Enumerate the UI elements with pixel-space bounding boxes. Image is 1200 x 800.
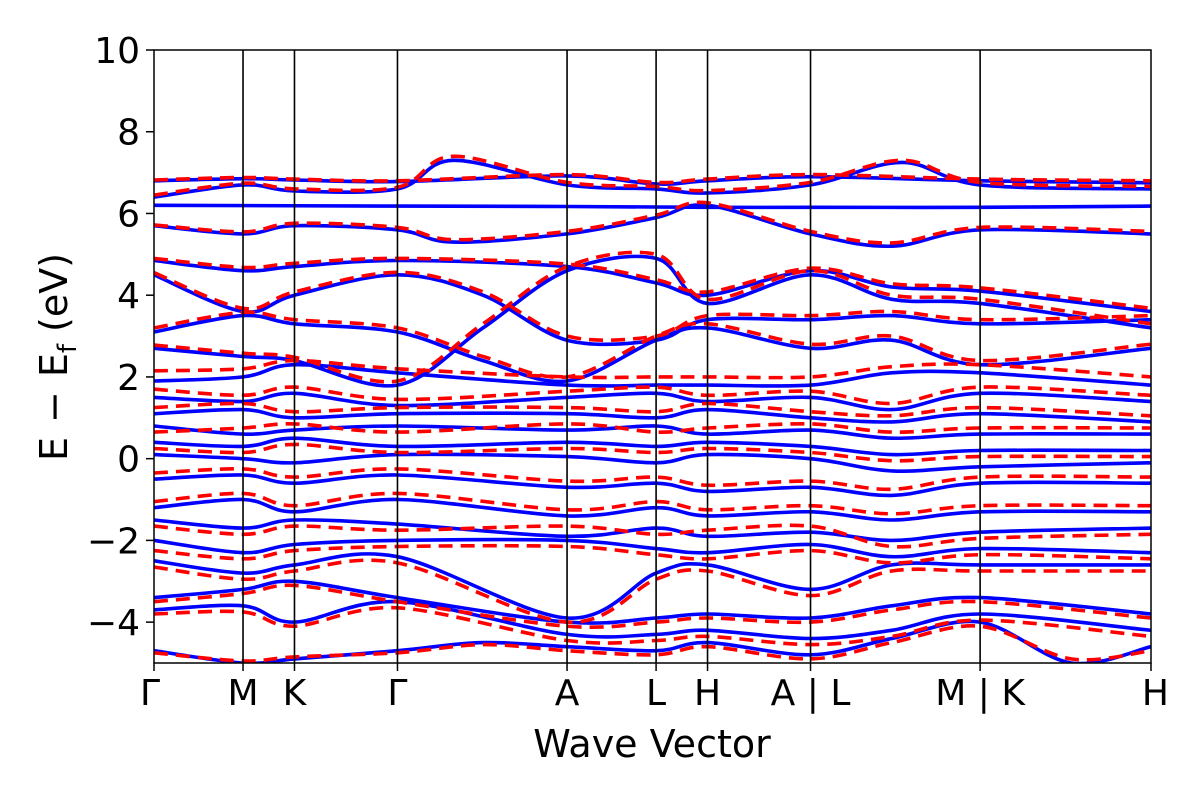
y-axis-label: E − Ef (eV) <box>32 253 83 461</box>
y-tick-label-5: 6 <box>117 194 140 235</box>
x-tick-label-3: Γ <box>387 673 407 714</box>
series-solid <box>154 158 1151 663</box>
y-axis-ticks: −4 −2 0 2 4 6 8 10 <box>87 31 154 644</box>
kpoint-lines <box>242 50 981 663</box>
dashed-band-4 <box>154 270 1151 343</box>
solid-band-10 <box>154 407 1151 424</box>
solid-band-12 <box>154 436 1151 457</box>
dashed-band-16 <box>154 558 1151 624</box>
plot-frame <box>153 49 1152 664</box>
x-tick-label-9: H <box>1142 673 1169 714</box>
y-tick-label-3: 2 <box>117 358 140 399</box>
series-dashed <box>154 154 1151 663</box>
x-tick-label-5: L <box>646 673 666 714</box>
x-tick-label-1: M <box>228 673 259 714</box>
x-tick-label-4: A <box>555 673 580 714</box>
y-tick-label-0: −4 <box>87 603 140 644</box>
solid-band-2 <box>154 203 1151 210</box>
x-tick-label-7: A | L <box>771 673 851 714</box>
y-label-ef-sub: f <box>53 343 83 353</box>
solid-band-8 <box>154 362 1151 388</box>
y-tick-label-1: −2 <box>87 521 140 562</box>
y-label-e: E <box>32 437 76 461</box>
y-label-ef: E <box>32 353 76 377</box>
x-tick-label-0: Γ <box>140 673 160 714</box>
dashed-band-5 <box>154 310 1151 380</box>
dashed-band-19 <box>154 624 1151 663</box>
solid-band-5 <box>154 272 1151 347</box>
y-tick-label-2: 0 <box>117 440 140 481</box>
y-tick-label-6: 8 <box>117 113 140 154</box>
solid-band-21 <box>154 619 1151 663</box>
solid-band-4 <box>154 258 1151 314</box>
x-tick-label-2: K <box>283 673 308 714</box>
solid-band-14 <box>154 473 1151 498</box>
solid-band-17 <box>154 537 1151 559</box>
solid-band-9 <box>154 391 1151 412</box>
solid-band-19 <box>154 579 1151 625</box>
solid-band-16 <box>154 518 1151 543</box>
x-tick-label-8: M | K <box>935 673 1026 714</box>
y-tick-label-7: 10 <box>94 31 140 72</box>
y-tick-label-4: 4 <box>117 276 140 317</box>
x-tick-label-6: H <box>694 673 721 714</box>
y-label-unit: (eV) <box>32 253 76 332</box>
y-label-minus: − <box>32 391 76 423</box>
solid-band-15 <box>154 497 1151 522</box>
solid-band-18 <box>154 552 1151 620</box>
bands-layer <box>154 154 1151 663</box>
dashed-band-0 <box>154 172 1151 185</box>
x-axis-label: Wave Vector <box>533 722 771 766</box>
dashed-band-12 <box>154 467 1151 492</box>
